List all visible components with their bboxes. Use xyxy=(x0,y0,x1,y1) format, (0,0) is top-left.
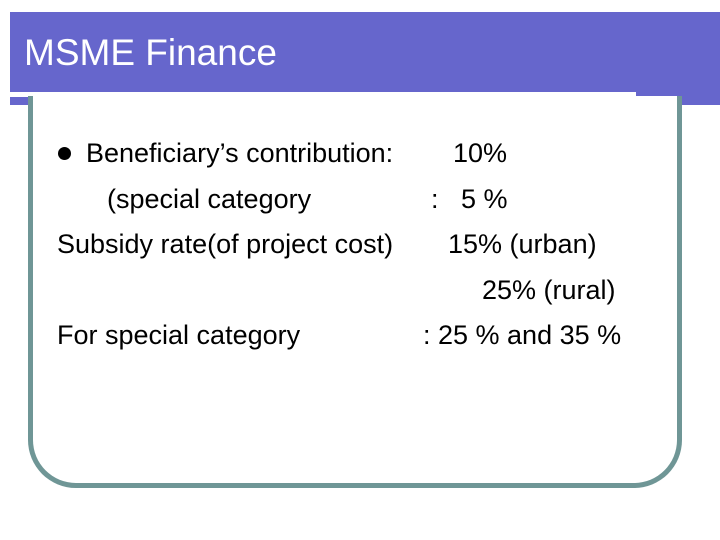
title-underline xyxy=(10,92,636,97)
beneficiary-contribution-label: Beneficiary’s contribution: xyxy=(86,138,394,168)
for-special-category-value: : 25 % and 35 % xyxy=(423,320,622,350)
bullet-icon xyxy=(58,147,71,160)
subsidy-rate-label: Subsidy rate(of project cost) xyxy=(57,229,394,259)
special-category-label: (special category xyxy=(107,184,312,214)
subsidy-rate-urban-value: 15% (urban) xyxy=(448,229,597,259)
subsidy-rate-rural-value: 25% (rural) xyxy=(482,275,616,305)
title-bar xyxy=(10,12,720,105)
for-special-category-label: For special category xyxy=(57,320,301,350)
content-frame xyxy=(28,96,682,488)
beneficiary-contribution-value: 10% xyxy=(453,138,508,168)
special-category-value: : 5 % xyxy=(431,184,508,214)
slide-title: MSME Finance xyxy=(24,32,277,73)
